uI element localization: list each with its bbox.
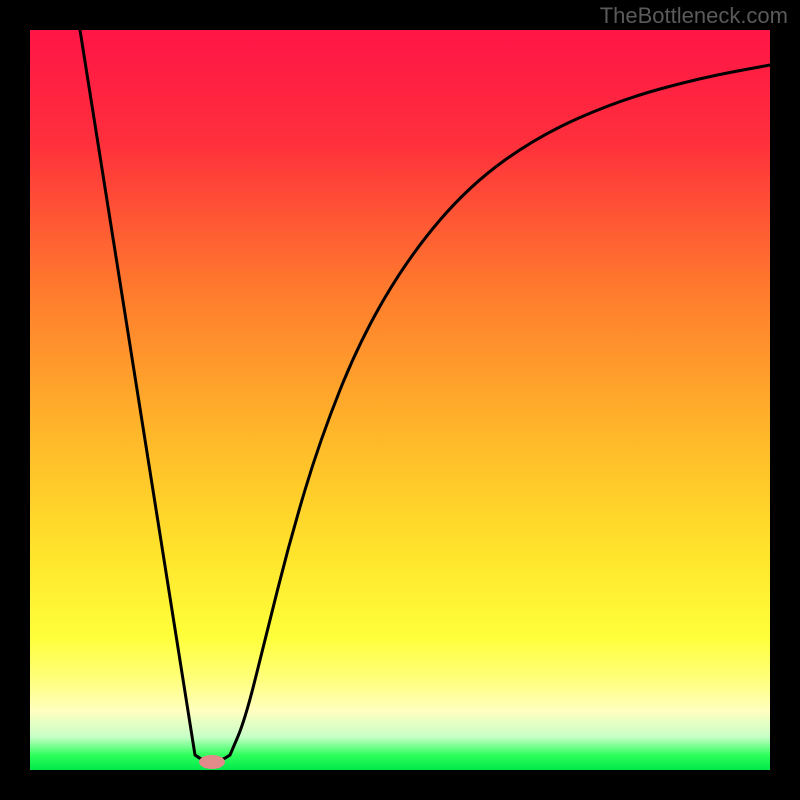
bottleneck-chart: TheBottleneck.com bbox=[0, 0, 800, 800]
attribution-text: TheBottleneck.com bbox=[600, 3, 788, 29]
plot-area bbox=[30, 30, 770, 770]
chart-svg bbox=[0, 0, 800, 800]
optimal-point-marker bbox=[199, 755, 225, 769]
